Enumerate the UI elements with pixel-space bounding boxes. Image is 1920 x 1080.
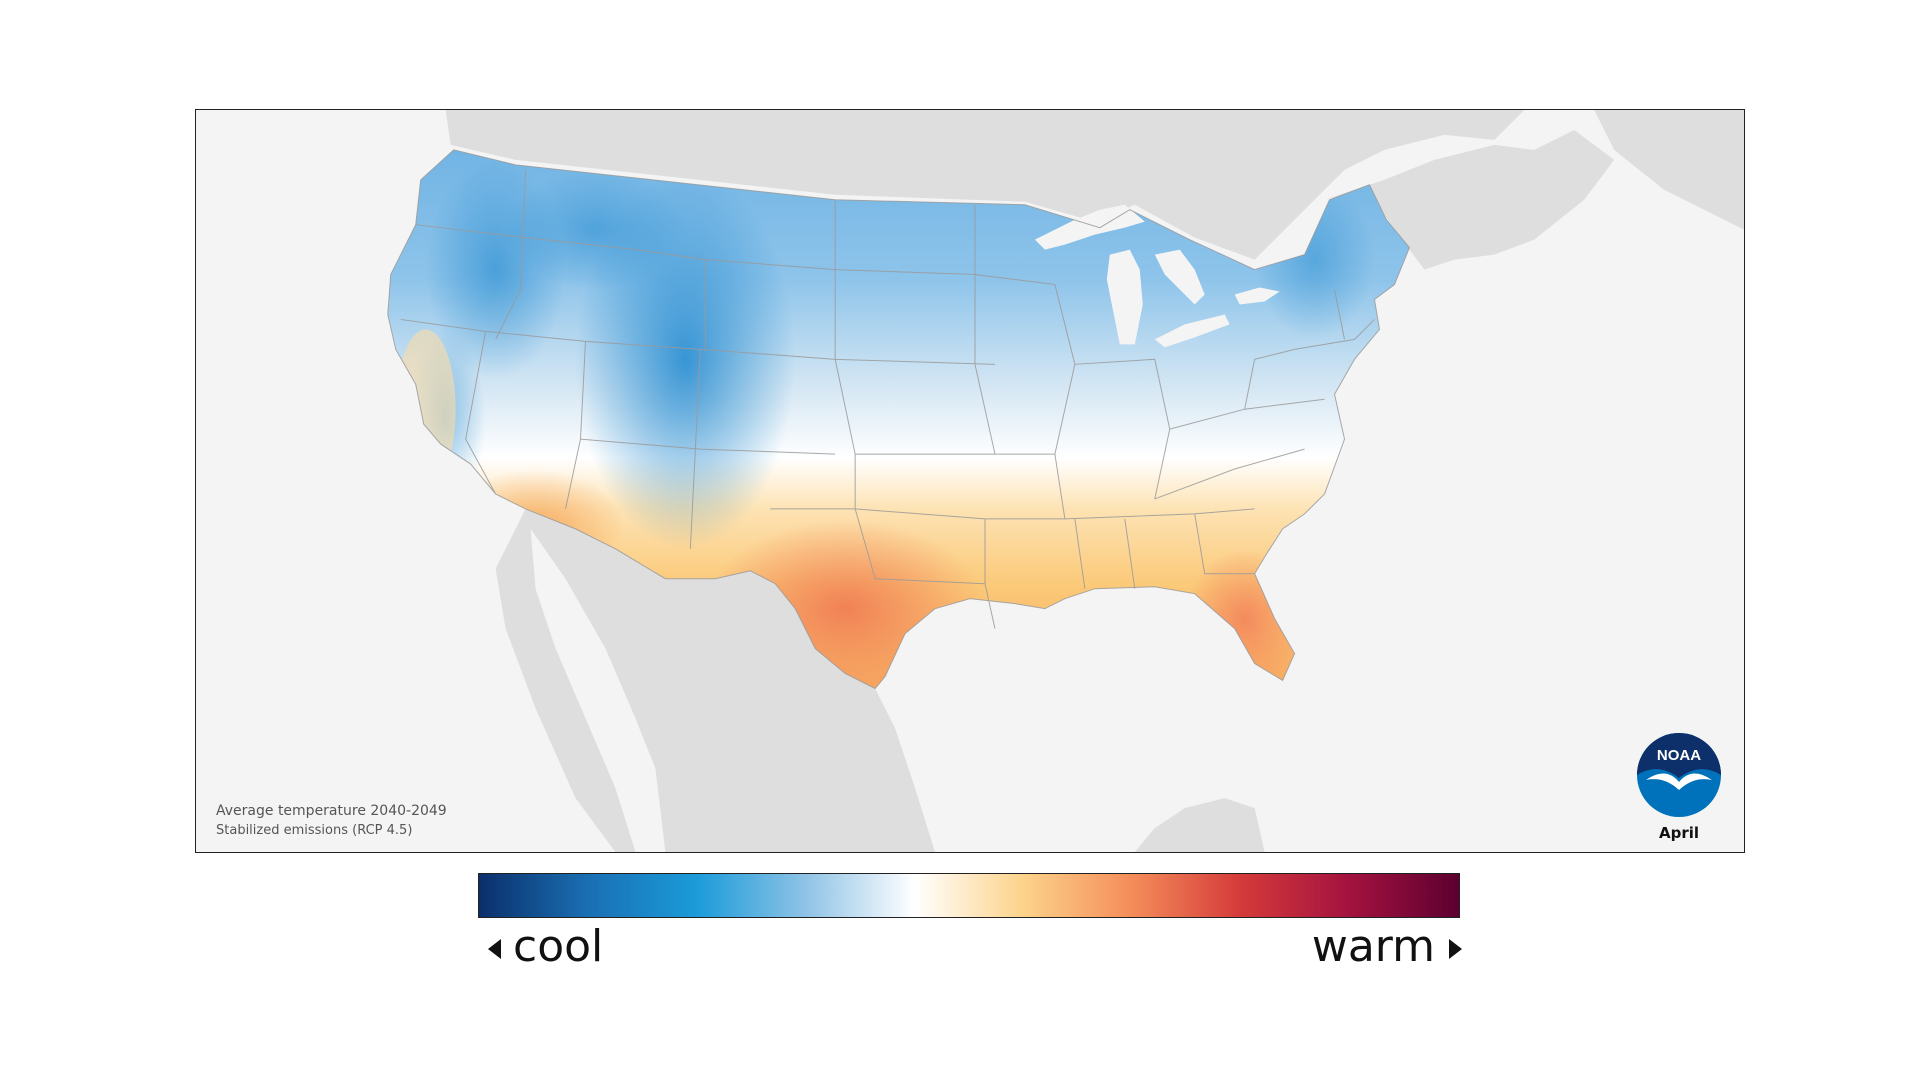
noaa-logo-block: NOAA April <box>1634 732 1724 842</box>
caption-scenario: Stabilized emissions (RCP 4.5) <box>216 823 413 838</box>
noaa-logo-text: NOAA <box>1657 747 1701 764</box>
gulf-of-california <box>530 528 666 852</box>
noaa-logo-icon: NOAA <box>1637 733 1721 817</box>
color-scale-bar <box>478 873 1460 918</box>
map-caption: Average temperature 2040-2049 Stabilized… <box>216 802 447 840</box>
state-borders <box>387 149 1410 689</box>
temperature-map <box>387 110 1744 852</box>
left-arrow-icon <box>488 939 501 959</box>
great-lakes <box>1034 204 1280 348</box>
legend-warm-label: warm <box>1312 918 1462 974</box>
map-panel: Average temperature 2040-2049 Stabilized… <box>195 109 1745 853</box>
legend-warm-text: warm <box>1311 920 1435 972</box>
right-arrow-icon <box>1449 939 1462 959</box>
caption-title: Average temperature 2040-2049 <box>216 803 447 819</box>
month-label: April <box>1658 824 1700 842</box>
legend-cool-label: cool <box>488 918 603 974</box>
legend-cool-text: cool <box>513 920 604 972</box>
surrounding-land <box>445 110 1744 852</box>
